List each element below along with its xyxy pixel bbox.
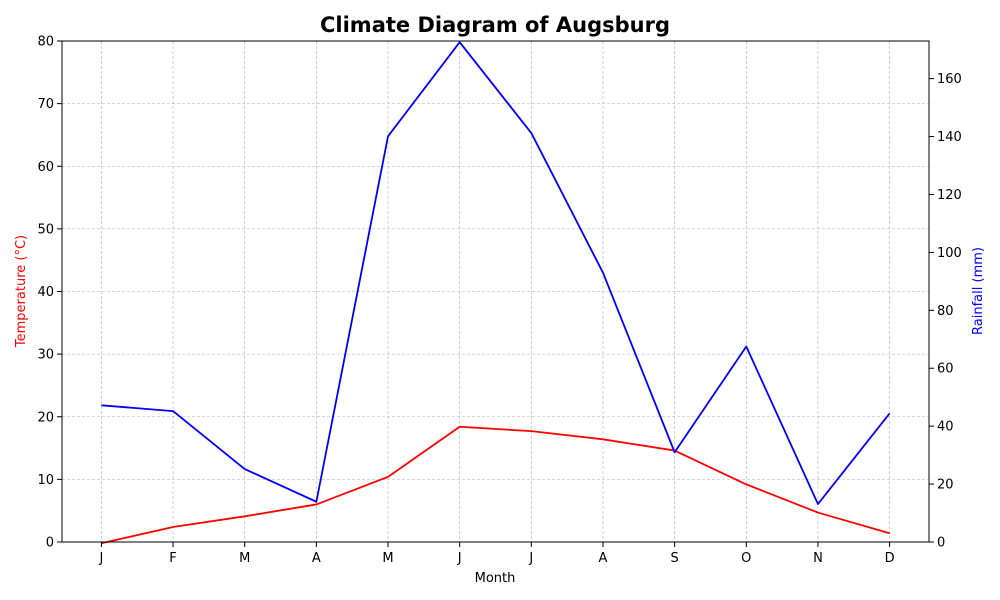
right-tick-label: 100 (937, 246, 962, 261)
right-axis-ticks: 0 20 40 60 80 100 120 140 160 (929, 72, 962, 551)
right-axis-label: Rainfall (mm) (971, 247, 986, 335)
x-tick-label: F (169, 551, 176, 566)
x-tick-label: D (885, 551, 895, 566)
right-tick-label: 0 (937, 536, 945, 551)
left-tick-label: 0 (46, 536, 54, 551)
right-tick-label: 120 (937, 188, 962, 203)
right-tick-label: 40 (937, 420, 954, 435)
x-tick-label: N (813, 551, 823, 566)
grid-lines (62, 40, 929, 543)
series-lines (101, 41, 891, 545)
right-tick-label: 160 (937, 72, 962, 87)
left-tick-label: 60 (37, 160, 54, 175)
x-axis-label: Month (475, 571, 516, 586)
left-axis-ticks: 0 10 20 30 40 50 60 70 80 (37, 35, 62, 551)
left-tick-label: 10 (37, 473, 54, 488)
x-tick-label: A (312, 551, 321, 566)
x-tick-label: J (98, 551, 103, 566)
left-tick-label: 30 (37, 348, 54, 363)
chart-title: Climate Diagram of Augsburg (320, 13, 670, 37)
x-tick-label: O (741, 551, 751, 566)
left-tick-label: 20 (37, 410, 54, 425)
right-tick-label: 20 (937, 478, 954, 493)
x-tick-label: A (599, 551, 608, 566)
left-tick-label: 50 (37, 222, 54, 237)
left-tick-label: 80 (37, 35, 54, 50)
right-tick-label: 60 (937, 362, 954, 377)
x-tick-label: M (382, 551, 393, 566)
x-tick-label: J (528, 551, 533, 566)
left-axis-label: Temperature (°C) (14, 235, 29, 348)
temperature-line (101, 425, 890, 545)
rainfall-line (101, 41, 891, 505)
left-tick-label: 70 (37, 97, 54, 112)
left-tick-label: 40 (37, 285, 54, 300)
x-tick-label: J (457, 551, 462, 566)
x-tick-label: M (239, 551, 250, 566)
x-tick-label: S (671, 551, 679, 566)
right-tick-label: 140 (937, 130, 962, 145)
right-tick-label: 80 (937, 304, 954, 319)
